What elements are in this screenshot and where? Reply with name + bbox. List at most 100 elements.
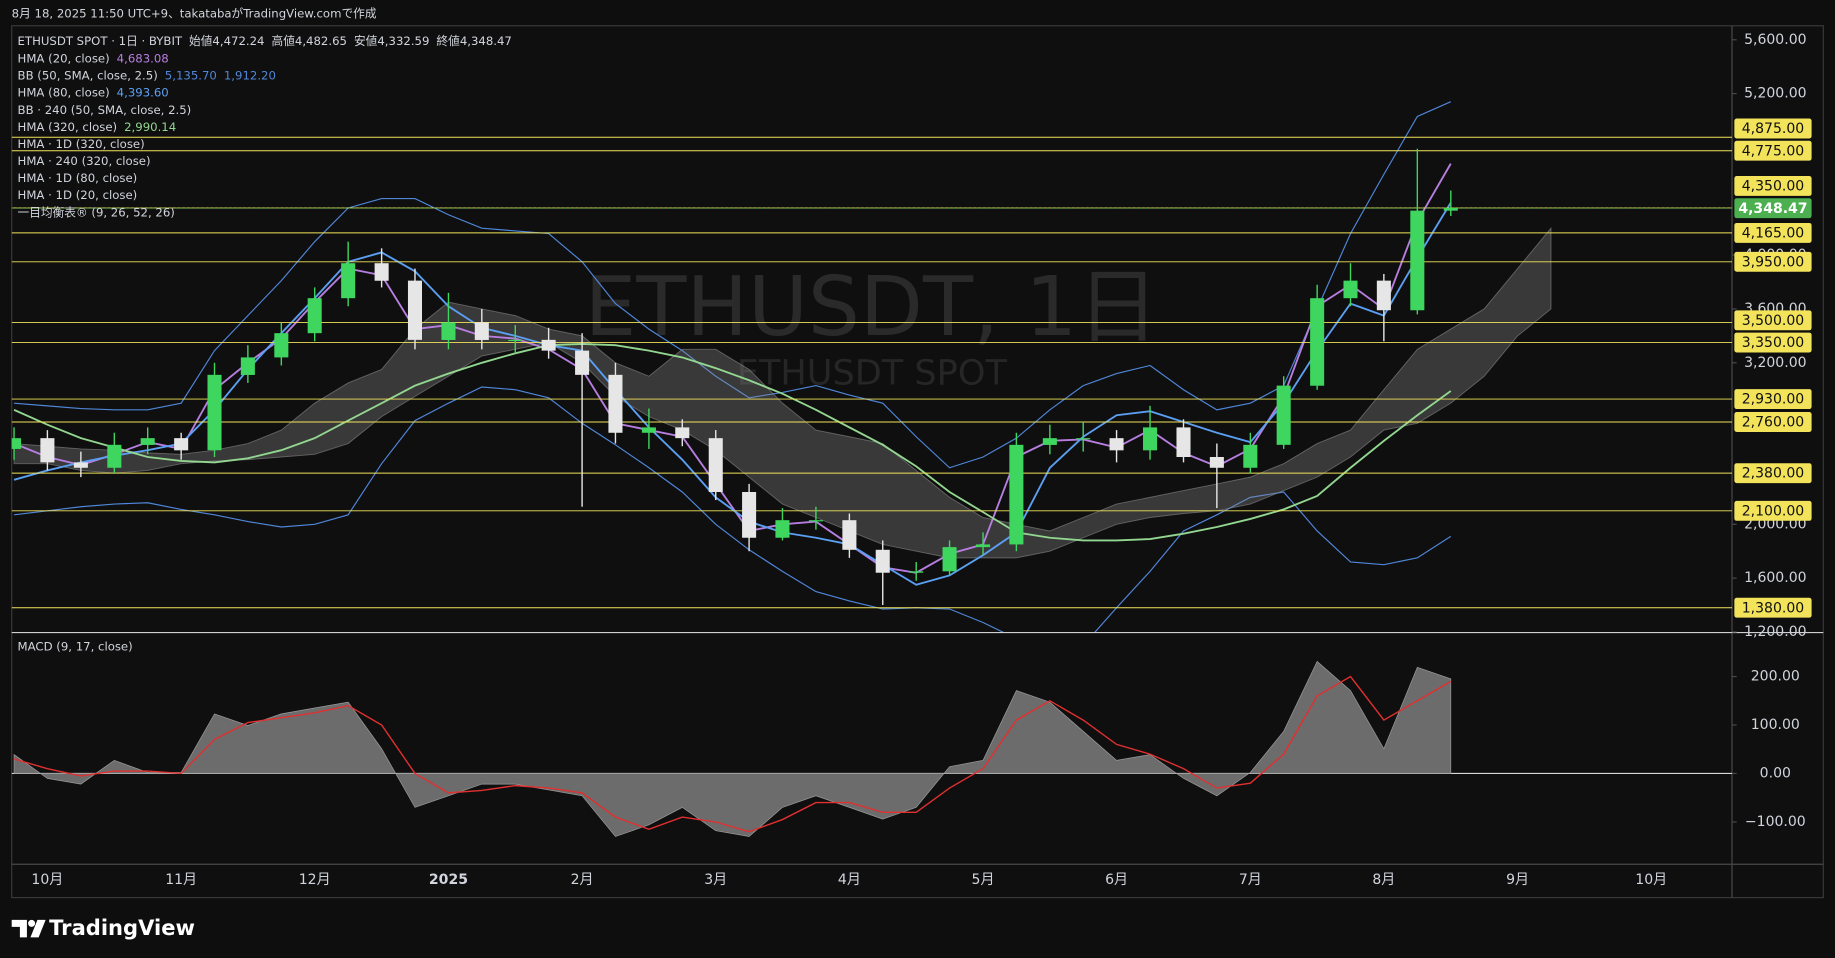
legend-entry: HMA (80, close) 4,393.60: [18, 85, 169, 99]
x-tick-label: 7月: [1239, 872, 1262, 888]
level-label: 4,775.00: [1742, 143, 1804, 159]
level-box: [1734, 463, 1812, 484]
x-tick-label: 10月: [1635, 872, 1667, 888]
level-label: 3,950.00: [1742, 254, 1804, 270]
legend-name: HMA · 240 (320, close): [18, 154, 151, 168]
level-box: [1734, 597, 1812, 618]
logo-dot: [28, 919, 36, 927]
candle-body: [742, 491, 757, 538]
level-box: [1734, 500, 1812, 521]
footer-brand: TradingView: [49, 915, 195, 940]
logo: [11, 919, 46, 938]
candle-body: [942, 547, 957, 572]
legend-name: HMA (20, close): [18, 51, 110, 65]
level-box: [1734, 176, 1812, 196]
bollinger-upper: [13, 101, 1452, 469]
watermark-sub: ETHUSDT SPOT: [737, 352, 1008, 393]
candle-body: [174, 438, 189, 451]
y-tick-label: 1,200.00: [1744, 624, 1806, 640]
y-tick-label: 200.00: [1751, 669, 1800, 685]
level-label: 2,100.00: [1742, 503, 1804, 519]
level-box: [1734, 222, 1812, 243]
candle-body: [675, 427, 690, 439]
level-label: 2,930.00: [1742, 392, 1804, 408]
candle-body: [11, 438, 22, 449]
x-tick-label: 10月: [31, 872, 63, 888]
x-tick-label: 8月: [1372, 872, 1395, 888]
x-tick-label: 12月: [299, 872, 331, 888]
candle-body: [842, 520, 857, 550]
level-label: 1,380.00: [1742, 600, 1804, 616]
level-label: 2,380.00: [1742, 466, 1804, 482]
legend-entry: 一目均衡表® (9, 26, 52, 26): [18, 205, 175, 219]
level-box: [1734, 251, 1812, 272]
ohlc-label: 終値: [436, 33, 460, 47]
candle-body: [909, 571, 924, 573]
candle-body: [976, 544, 991, 548]
indicator-line: [13, 343, 1452, 542]
legend-name: 一目均衡表® (9, 26, 52, 26): [18, 205, 175, 219]
legend-name: HMA (320, close): [18, 119, 118, 133]
ichimoku-cloud: [13, 226, 1552, 559]
candle-body: [1243, 444, 1258, 468]
legend-entry: HMA · 1D (20, close): [18, 188, 138, 202]
last-price-label: 4,348.47: [1738, 201, 1807, 217]
level-label: 2,760.00: [1742, 415, 1804, 431]
legend-entry: BB · 240 (50, SMA, close, 2.5): [18, 102, 192, 116]
candle-body: [1276, 385, 1291, 445]
candle-body: [441, 322, 456, 340]
ohlc-label: 安値: [354, 33, 378, 47]
level-box: [1734, 332, 1812, 353]
overlay: 10月 11月 12月 2025 2月 3月 4月 5月 6月 7月 8月 9月 10月 1,200.00…: [18, 32, 1812, 888]
candle-body: [508, 339, 523, 342]
macd-pane: [11, 660, 1733, 837]
candle-body: [708, 438, 723, 492]
candle-body: [1310, 298, 1325, 386]
candle-body: [1176, 427, 1191, 457]
ohlc-value: 4,332.59: [377, 33, 429, 47]
last-price-box: [1734, 198, 1812, 219]
level-label: 3,500.00: [1742, 313, 1804, 329]
candle-body: [107, 444, 122, 468]
header: 8月 18, 2025 11:50 UTC+9、takatabaがTrading…: [12, 7, 377, 21]
level-box: [1734, 140, 1812, 161]
candle-body: [541, 339, 556, 351]
candle-body: [575, 350, 590, 375]
candle-body: [1343, 280, 1358, 299]
candle-body: [1410, 210, 1425, 311]
level-box: [1734, 389, 1812, 410]
level-label: 4,875.00: [1742, 121, 1804, 137]
watermark: ETHUSDT, 1日: [585, 260, 1160, 355]
legend-entry: HMA · 1D (80, close): [18, 171, 138, 185]
candle-body: [73, 462, 88, 468]
legend-value: 2,990.14: [124, 119, 176, 133]
legend-title: ETHUSDT SPOT · 1日 · BYBIT 始値4,472.24 高値4,4…: [18, 33, 512, 47]
legend-value: 1,912.20: [224, 68, 276, 82]
y-tick-label: 5,200.00: [1744, 86, 1806, 102]
price-pane: [11, 101, 1733, 632]
legend-name: HMA · 1D (80, close): [18, 171, 138, 185]
legend-entry: BB (50, SMA, close, 2.5) 5,135.70 1,912.20: [18, 68, 276, 82]
candle-body: [341, 263, 356, 299]
candle-body: [240, 357, 255, 375]
legend-name: BB (50, SMA, close, 2.5): [18, 68, 158, 82]
legend-value: 4,683.08: [117, 51, 169, 65]
candle-body: [374, 263, 389, 281]
candle-body: [875, 549, 890, 573]
y-tick-label: 100.00: [1751, 717, 1800, 733]
candle-body: [474, 322, 489, 340]
x-tick-label: 6月: [1105, 872, 1128, 888]
candle-body: [1143, 427, 1158, 451]
legend-name: HMA · 1D (320, close): [18, 136, 145, 150]
legend-value: 4,393.60: [117, 85, 169, 99]
level-box: [1734, 310, 1812, 331]
logo-mark: [11, 919, 27, 938]
y-tick-label: 5,600.00: [1744, 32, 1806, 48]
candle-body: [1042, 438, 1057, 445]
level-label: 4,350.00: [1742, 179, 1804, 195]
ohlc-value: 4,482.65: [295, 33, 347, 47]
ohlc-value: 4,348.47: [460, 33, 512, 47]
candle-body: [1209, 456, 1224, 468]
y-tick-label: −100.00: [1745, 814, 1806, 830]
x-tick-label: 11月: [165, 872, 197, 888]
